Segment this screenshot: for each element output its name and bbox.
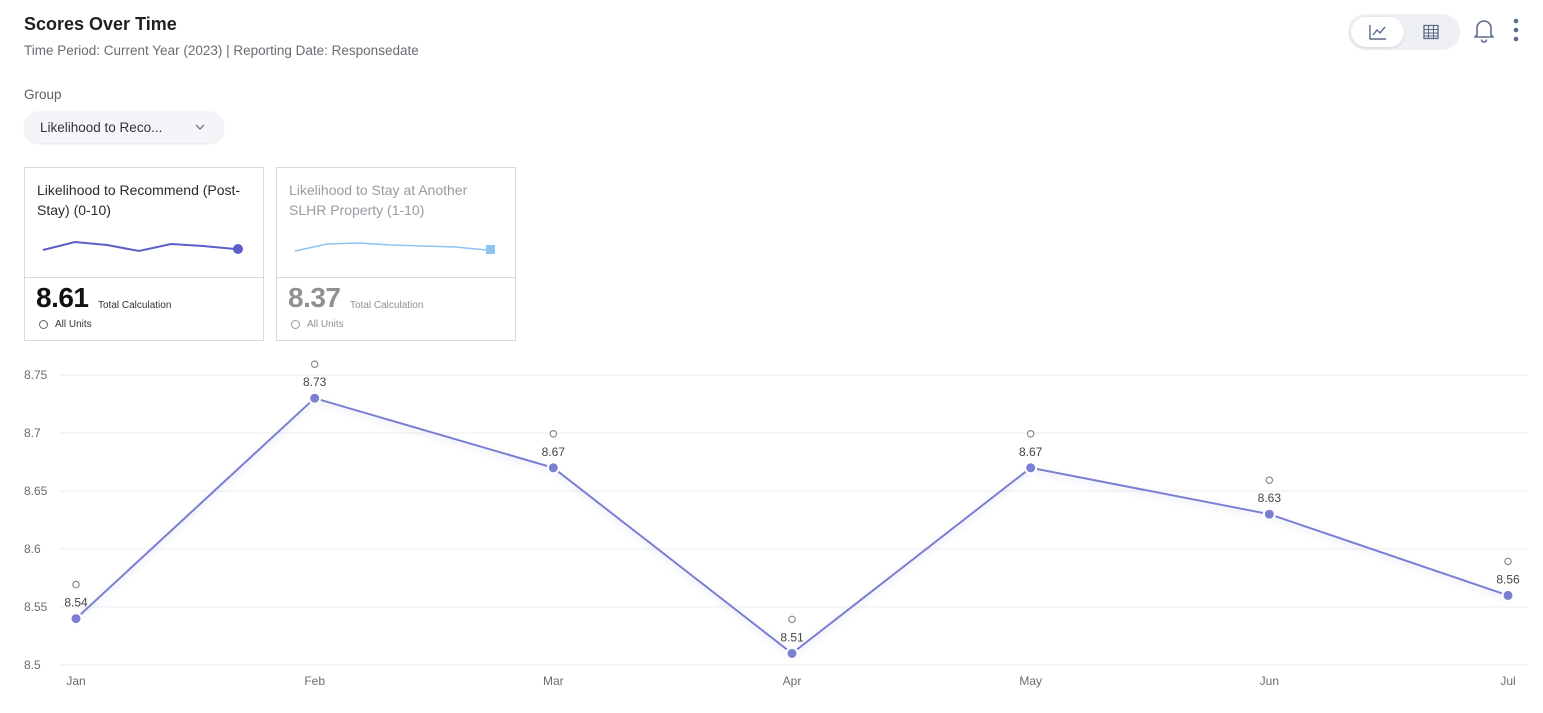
group-dropdown-value: Likelihood to Reco... (40, 119, 163, 135)
table-icon (1422, 24, 1439, 40)
x-tick-label: Jul (1500, 674, 1515, 688)
data-point[interactable] (69, 612, 83, 626)
metric-card-units: All Units (307, 319, 344, 330)
data-point[interactable] (1024, 461, 1038, 475)
data-point[interactable] (546, 461, 560, 475)
data-label: 8.54 (64, 596, 88, 610)
more-vertical-icon (1513, 18, 1519, 42)
table-view-button[interactable] (1404, 17, 1457, 47)
metric-card-calc-label: Total Calculation (350, 300, 424, 311)
data-label: 8.51 (780, 630, 804, 644)
y-tick-label: 8.75 (24, 368, 48, 382)
y-tick-label: 8.7 (24, 426, 41, 440)
page-title: Scores Over Time (24, 14, 177, 34)
notifications-button[interactable] (1472, 17, 1496, 43)
comparison-marker (1026, 430, 1035, 438)
data-point[interactable] (1501, 588, 1515, 602)
comparison-marker (788, 615, 796, 624)
x-tick-label: Jan (66, 674, 85, 688)
x-tick-label: Mar (543, 674, 564, 688)
data-point[interactable] (308, 391, 322, 405)
x-tick-label: Feb (304, 674, 325, 688)
metric-card-stay-another[interactable]: Likelihood to Stay at Another SLHR Prope… (276, 167, 516, 341)
comparison-marker (72, 580, 80, 589)
data-label: 8.63 (1258, 491, 1282, 505)
metric-card-recommend[interactable]: Likelihood to Recommend (Post-Stay) (0-1… (24, 167, 264, 341)
comparison-marker (549, 430, 558, 438)
data-point[interactable] (785, 646, 799, 660)
y-tick-label: 8.65 (24, 484, 48, 498)
units-circle-icon (39, 320, 48, 329)
units-circle-icon (291, 320, 300, 329)
group-dropdown[interactable]: Likelihood to Reco... (24, 111, 224, 143)
x-tick-label: May (1019, 674, 1042, 688)
data-point[interactable] (1262, 507, 1276, 521)
group-label: Group (24, 87, 62, 102)
chevron-down-icon (195, 124, 205, 130)
data-label: 8.73 (303, 375, 327, 389)
metric-card-value: 8.37 (288, 282, 341, 313)
more-options-button[interactable] (1508, 17, 1524, 43)
metric-card-calc-label: Total Calculation (98, 300, 172, 311)
metric-card-title: Likelihood to Recommend (Post-Stay) (0-1… (37, 182, 241, 218)
x-tick-label: Apr (783, 674, 802, 688)
page-subtitle: Time Period: Current Year (2023) | Repor… (24, 43, 419, 58)
data-label: 8.67 (542, 445, 566, 459)
comparison-marker (310, 360, 319, 369)
metric-card-value: 8.61 (36, 282, 89, 313)
line-chart-view-button[interactable] (1351, 17, 1404, 47)
metric-card-units: All Units (55, 319, 92, 330)
metric-card-title: Likelihood to Stay at Another SLHR Prope… (289, 182, 468, 218)
comparison-marker (1504, 557, 1512, 566)
bell-icon (1474, 20, 1494, 43)
y-tick-label: 8.55 (24, 600, 48, 614)
data-label: 8.67 (1019, 445, 1043, 459)
view-toggle (1348, 14, 1460, 50)
scores-line-chart: 8.5 8.55 8.6 8.65 8.7 8.75 Jan Feb Mar Apr May Jun J… (24, 360, 1528, 688)
data-label: 8.56 (1496, 572, 1520, 586)
x-tick-label: Jun (1260, 674, 1279, 688)
series-line (75, 397, 1509, 655)
sparkline (294, 242, 495, 254)
line-chart-icon (1368, 25, 1386, 40)
comparison-marker (1265, 476, 1274, 485)
y-tick-label: 8.5 (24, 658, 41, 672)
y-tick-label: 8.6 (24, 542, 41, 556)
sparkline (42, 240, 243, 254)
